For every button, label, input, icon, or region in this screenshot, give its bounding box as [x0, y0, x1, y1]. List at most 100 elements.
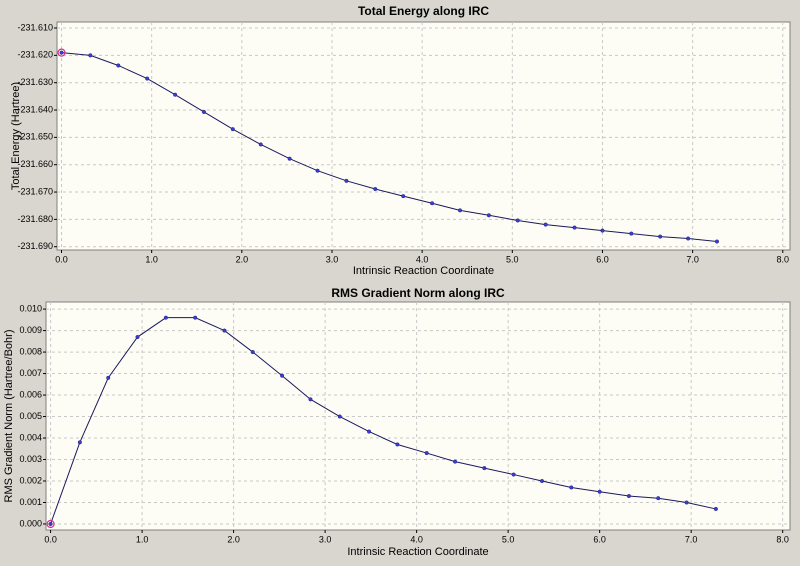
y-tick-label: 0.008	[19, 346, 42, 356]
data-point	[250, 350, 255, 355]
data-line	[61, 52, 718, 243]
data-point	[597, 489, 602, 494]
x-tick-label: 0.0	[55, 254, 68, 264]
data-point	[656, 496, 661, 501]
x-tick-label: 1.0	[136, 534, 149, 544]
x-tick-label: 0.0	[44, 534, 57, 544]
data-point	[453, 459, 458, 464]
y-tick-label: -231.670	[17, 186, 53, 196]
chart-title: Total Energy along IRC	[358, 4, 489, 18]
data-point	[59, 50, 64, 55]
data-point	[458, 208, 463, 213]
data-point	[658, 234, 663, 239]
data-point	[713, 506, 718, 511]
x-tick-label: 1.0	[145, 254, 158, 264]
y-tick-label: -231.690	[17, 241, 53, 251]
data-point	[684, 500, 689, 505]
data-point	[569, 485, 574, 490]
y-tick-label: 0.007	[19, 368, 42, 378]
data-point	[714, 239, 719, 244]
data-point	[106, 375, 111, 380]
y-tick-label: -231.660	[17, 159, 53, 169]
y-tick-label: 0.003	[19, 454, 42, 464]
y-tick-label: 0.010	[19, 303, 42, 313]
data-point	[337, 414, 342, 419]
x-tick-label: 3.0	[319, 534, 332, 544]
data-point	[572, 225, 577, 230]
y-tick-label: -231.610	[17, 22, 53, 32]
highlight-ring	[57, 48, 66, 57]
y-axis-title: Total Energy (Hartree)	[10, 82, 22, 190]
x-tick-label: 8.0	[776, 534, 789, 544]
data-point	[686, 236, 691, 241]
y-tick-label: 0.000	[19, 518, 42, 528]
data-point	[486, 213, 491, 218]
x-tick-label: 7.0	[686, 254, 699, 264]
x-tick-label: 6.0	[593, 534, 606, 544]
x-axis-title: Intrinsic Reaction Coordinate	[353, 265, 494, 277]
data-point	[430, 201, 435, 206]
data-point	[258, 142, 263, 147]
y-tick-label: -231.640	[17, 104, 53, 114]
x-tick-label: 3.0	[326, 254, 339, 264]
data-point	[201, 109, 206, 114]
y-tick-label: 0.004	[19, 432, 42, 442]
y-tick-label: -231.620	[17, 50, 53, 60]
data-point	[540, 479, 545, 484]
x-tick-label: 5.0	[506, 254, 519, 264]
data-point	[116, 63, 121, 68]
y-tick-label: 0.001	[19, 497, 42, 507]
data-point	[395, 442, 400, 447]
x-tick-label: 7.0	[685, 534, 698, 544]
chart-title: RMS Gradient Norm along IRC	[331, 286, 505, 300]
data-point	[88, 53, 93, 58]
data-point	[600, 228, 605, 233]
data-point	[482, 466, 487, 471]
data-point	[401, 194, 406, 199]
data-point	[287, 156, 292, 161]
data-point	[135, 335, 140, 340]
x-tick-label: 5.0	[502, 534, 515, 544]
y-tick-label: 0.002	[19, 475, 42, 485]
data-point	[344, 178, 349, 183]
data-point	[629, 231, 634, 236]
x-tick-label: 2.0	[227, 534, 240, 544]
data-point	[315, 168, 320, 173]
data-point	[77, 440, 82, 445]
data-point	[308, 397, 313, 402]
data-point	[626, 494, 631, 499]
data-point	[511, 472, 516, 477]
y-tick-label: 0.009	[19, 325, 42, 335]
data-point	[222, 328, 227, 333]
x-tick-label: 4.0	[416, 254, 429, 264]
data-point	[173, 92, 178, 97]
data-point	[145, 76, 150, 81]
y-tick-label: -231.630	[17, 77, 53, 87]
data-point	[515, 218, 520, 223]
data-point	[280, 373, 285, 378]
y-tick-label: -231.650	[17, 132, 53, 142]
x-tick-label: 6.0	[596, 254, 609, 264]
y-tick-label: -231.680	[17, 214, 53, 224]
x-tick-label: 4.0	[410, 534, 423, 544]
data-point	[367, 429, 372, 434]
y-tick-label: 0.006	[19, 389, 42, 399]
y-tick-label: 0.005	[19, 411, 42, 421]
x-axis-title: Intrinsic Reaction Coordinate	[347, 546, 488, 558]
plot-area	[45, 301, 791, 531]
data-point	[230, 127, 235, 132]
y-axis-title: RMS Gradient Norm (Hartree/Bohr)	[3, 330, 15, 503]
data-line	[50, 317, 716, 525]
data-point	[373, 187, 378, 192]
x-tick-label: 8.0	[777, 254, 790, 264]
data-point	[424, 451, 429, 456]
plot-area	[56, 21, 791, 251]
highlight-ring	[46, 519, 55, 529]
data-point	[48, 521, 53, 526]
data-point	[163, 315, 168, 320]
data-point	[543, 222, 548, 227]
data-point	[193, 315, 198, 320]
x-tick-label: 2.0	[236, 254, 249, 264]
